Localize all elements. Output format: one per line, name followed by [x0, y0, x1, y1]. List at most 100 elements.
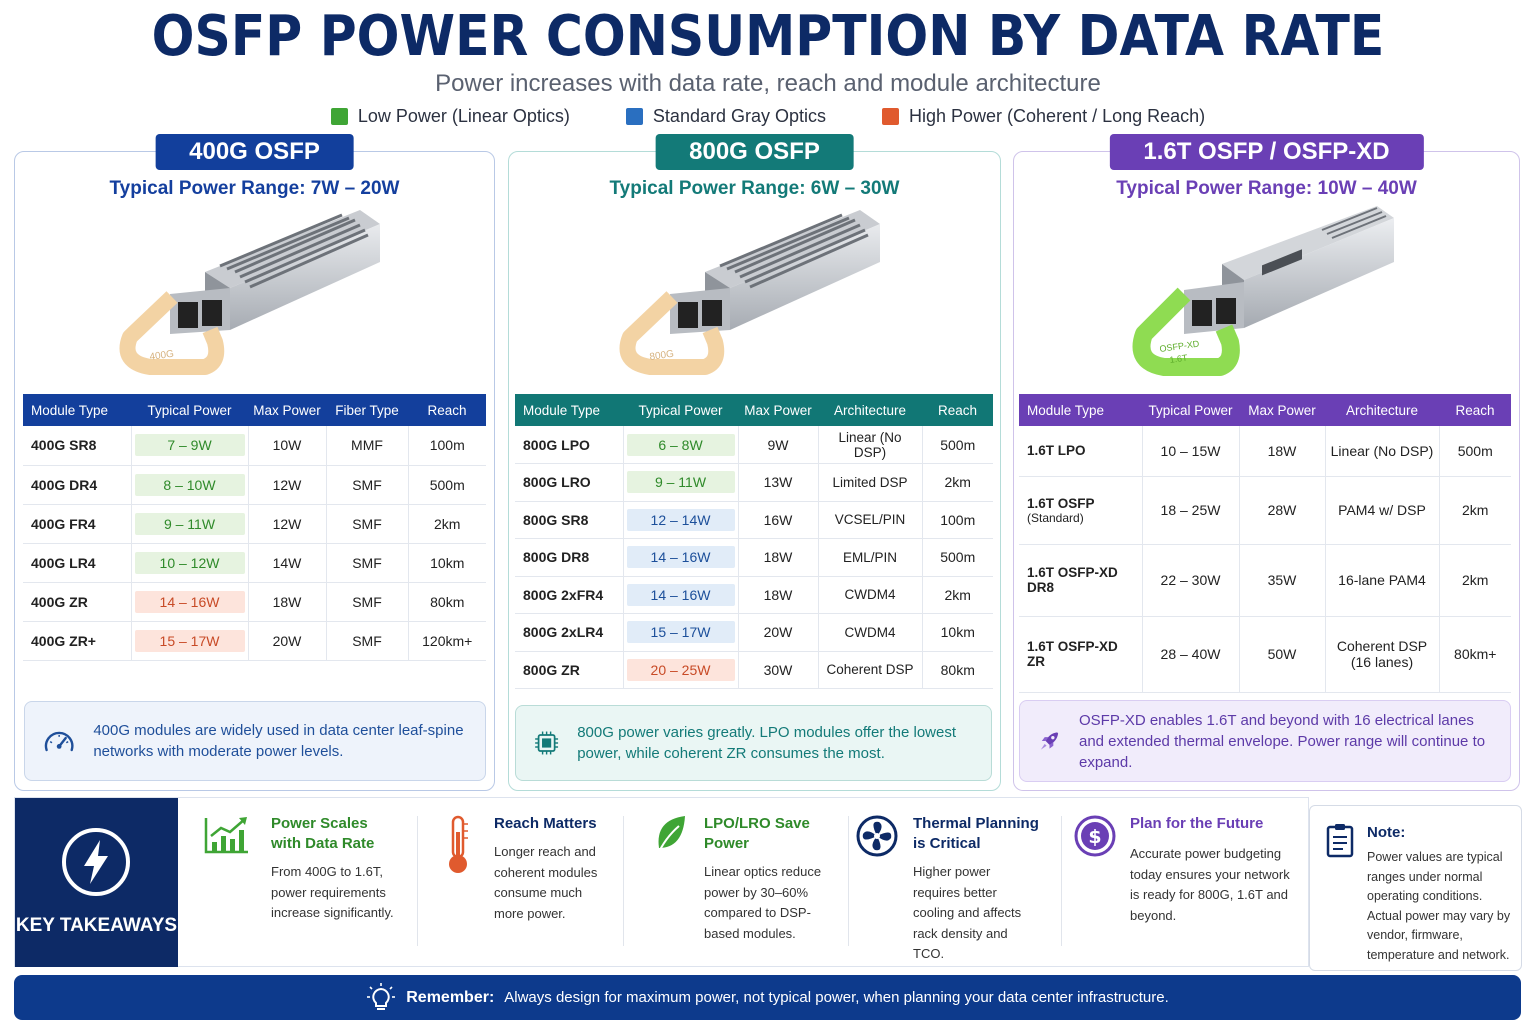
takeaway-desc: Accurate power budgeting today ensures y…	[1130, 846, 1290, 923]
cell-typical-power: 15 – 17W	[131, 621, 249, 661]
panel-800g-range: Typical Power Range: 6W – 30W	[609, 178, 900, 199]
col-typical-power: Typical Power	[131, 394, 248, 426]
cell-architecture: Linear (No DSP)	[1325, 426, 1440, 477]
cell-module-type: 1.6T OSFP (Standard)	[1019, 476, 1143, 545]
legend-label-high: High Power (Coherent / Long Reach)	[909, 106, 1206, 126]
cell-max-power: 13W	[738, 463, 819, 502]
col-typical-power: Typical Power	[1142, 394, 1239, 426]
table-1-6t: Module Type Typical Power Max Power Arch…	[1019, 394, 1511, 693]
info-text-800g: 800G power varies greatly. LPO modules o…	[577, 724, 957, 762]
power-pill: 7 – 9W	[134, 434, 245, 457]
cell-module-type: 800G DR8	[515, 538, 624, 577]
cell-reach: 80km+	[1439, 616, 1511, 693]
page-title: OSFP POWER CONSUMPTION BY DATA RATE	[151, 4, 1385, 69]
takeaway-thermal: Thermal Planning is Critical Higher powe…	[855, 814, 1055, 961]
power-pill: 15 – 17W	[134, 629, 245, 652]
table-row: 800G LPO 6 – 8W 9W Linear (No DSP) 500m	[515, 426, 993, 464]
table-row: 800G 2xFR4 14 – 16W 18W CWDM4 2km	[515, 576, 993, 614]
cell-reach: 2km	[1439, 544, 1511, 617]
cell-fiber-type: SMF	[326, 465, 409, 505]
cell-typical-power: 20 – 25W	[623, 651, 739, 689]
cell-reach: 500m	[1439, 426, 1511, 477]
takeaway-reach-matters: Reach Matters Longer reach and coherent …	[439, 814, 629, 954]
osfp-xd-1-6t-module-icon: OSFP-XD 1.6T	[1132, 206, 1394, 376]
power-pill: 10 – 12W	[134, 551, 245, 574]
cell-typical-power: 14 – 16W	[623, 538, 739, 577]
cell-module-type: 800G LRO	[515, 463, 624, 502]
table-row: 400G DR4 8 – 10W 12W SMF 500m	[23, 465, 486, 505]
cell-fiber-type: SMF	[326, 621, 409, 661]
col-reach: Reach	[408, 394, 486, 426]
architecture-line: 16-lane PAM4	[1338, 572, 1426, 588]
cell-module-type: 400G SR8	[23, 426, 132, 466]
cell-typical-power: 8 – 10W	[131, 465, 249, 505]
cell-reach: 500m	[922, 426, 993, 464]
cell-fiber-type: SMF	[326, 543, 409, 583]
cell-architecture: EML/PIN	[818, 538, 923, 577]
cell-reach: 2km	[922, 463, 993, 502]
cell-typical-power: 15 – 17W	[623, 613, 739, 652]
architecture-line: PAM4 w/ DSP	[1338, 502, 1426, 518]
table-row: 800G ZR 20 – 25W 30W Coherent DSP 80km	[515, 651, 993, 689]
cell-typical-power: 7 – 9W	[131, 426, 249, 466]
cell-module-type: 400G FR4	[23, 504, 132, 544]
key-takeaways-banner: KEY TAKEAWAYS	[15, 798, 178, 967]
thermometer-icon	[449, 815, 468, 873]
cell-architecture: CWDM4	[818, 613, 923, 652]
cell-max-power: 30W	[738, 651, 819, 689]
takeaway-title: Reach Matters	[494, 815, 597, 832]
cell-architecture: Limited DSP	[818, 463, 923, 502]
rocket-icon	[1040, 732, 1059, 750]
cell-fiber-type: SMF	[326, 582, 409, 622]
panel-800g: 800G OSFP Typical Power Range: 6W – 30W …	[508, 134, 1001, 791]
module-label: 800G	[648, 349, 674, 363]
cell-architecture: 16-lane PAM4	[1325, 544, 1440, 617]
cell-architecture: Coherent DSP	[818, 651, 923, 689]
col-max-power: Max Power	[248, 394, 326, 426]
col-module-type: Module Type	[1019, 394, 1142, 426]
fan-icon	[856, 815, 898, 857]
col-typical-power: Typical Power	[623, 394, 738, 426]
takeaway-title: Plan for the Future	[1130, 815, 1264, 832]
remember-label: Remember:	[406, 988, 495, 1006]
legend-swatch-low	[330, 108, 348, 125]
info-box-800g: 800G power varies greatly. LPO modules o…	[515, 705, 992, 781]
note-text: Power values are typical ranges under no…	[1367, 850, 1511, 962]
module-label: 400G	[148, 349, 174, 363]
cell-architecture: CWDM4	[818, 576, 923, 614]
table-800g: Module Type Typical Power Max Power Arch…	[515, 394, 993, 689]
cell-max-power: 18W	[248, 582, 327, 622]
cell-reach: 80km	[408, 582, 486, 622]
cell-max-power: 18W	[1239, 426, 1326, 477]
cell-reach: 10km	[408, 543, 486, 583]
clipboard-icon	[1326, 824, 1354, 858]
cell-max-power: 12W	[248, 504, 327, 544]
cell-fiber-type: SMF	[326, 504, 409, 544]
takeaway-desc: Linear optics reduce power by 30–60% com…	[704, 864, 822, 941]
speedometer-icon	[44, 731, 74, 752]
cell-module-type: 800G LPO	[515, 426, 624, 464]
module-label-1: OSFP-XD	[1158, 338, 1200, 354]
dollar-icon: $	[1074, 815, 1116, 857]
col-max-power: Max Power	[1239, 394, 1325, 426]
power-pill: 15 – 17W	[626, 621, 735, 644]
table-row: 400G SR8 7 – 9W 10W MMF 100m	[23, 426, 486, 466]
cell-module-type: 400G ZR	[23, 582, 132, 622]
table-row: 800G 2xLR4 15 – 17W 20W CWDM4 10km	[515, 613, 993, 652]
panel-1-6t: 1.6T OSFP / OSFP-XD Typical Power Range:…	[1013, 134, 1520, 791]
architecture-line-2: (16 lanes)	[1350, 654, 1414, 670]
table-row: 1.6T OSFP-XD ZR 28 – 40W 50W Coherent DSP (1…	[1019, 616, 1511, 693]
svg-text:$: $	[1088, 826, 1101, 848]
panel-400g-badge: 400G OSFP	[155, 134, 354, 170]
note-box: Note: Power values are typical ranges un…	[1309, 805, 1522, 971]
cell-module-type: 800G 2xLR4	[515, 613, 624, 652]
power-pill: 6 – 8W	[626, 433, 735, 456]
cell-typical-power: 14 – 16W	[623, 576, 739, 614]
chip-icon	[535, 731, 559, 755]
cell-typical-power: 6 – 8W	[623, 426, 739, 464]
cell-architecture: Linear (No DSP)	[818, 426, 923, 464]
legend: Low Power (Linear Optics) Standard Gray …	[0, 106, 1536, 127]
cell-max-power: 28W	[1239, 476, 1326, 545]
divider	[1061, 816, 1062, 946]
takeaway-power-scales: Power Scales with Data Rate From 400G to…	[203, 814, 413, 954]
